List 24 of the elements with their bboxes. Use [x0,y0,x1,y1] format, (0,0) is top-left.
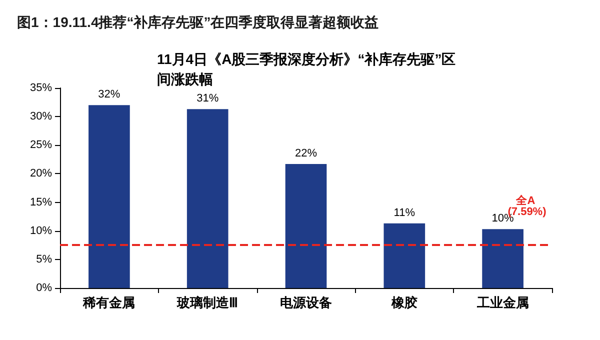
y-tick-label: 20% [30,168,52,180]
y-tick-label: 0% [36,282,52,294]
x-tick-label: 稀有金属 [82,295,136,310]
chart-title: 图1：19.11.4推荐“补库存先驱”在四季度取得显著超额收益 [17,14,379,30]
bar [482,229,524,288]
data-label: 22% [294,148,318,160]
y-tick-label: 5% [36,253,52,266]
bar [285,164,327,288]
y-tick-label: 30% [30,110,52,123]
data-label: 11% [394,206,416,219]
y-tick-label: 35% [30,82,52,94]
bar [384,223,426,288]
x-tick-label: 工业金属 [476,295,529,310]
bar [88,105,130,288]
y-tick-label: 10% [30,224,52,237]
x-tick-label: 橡胶 [390,295,418,310]
y-tick-label: 15% [30,196,52,208]
chart-subtitle: 11月4日《A股三季报深度分析》“补库存先驱”区间涨跌幅 [157,51,456,87]
y-tick-label: 25% [30,139,52,152]
x-tick-label: 电源设备 [280,295,332,310]
bar [186,109,228,288]
data-label: 31% [196,92,219,105]
data-label: 32% [98,88,120,101]
x-tick-label: 玻璃制造Ⅲ [176,295,238,310]
